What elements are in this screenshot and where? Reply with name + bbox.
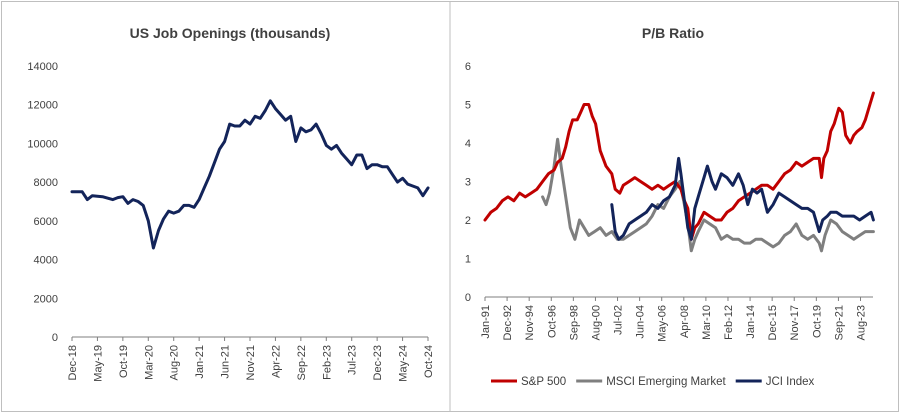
series-line-jci-index bbox=[610, 156, 875, 241]
legend-label-msci-emerging-market: MSCI Emerging Market bbox=[606, 376, 726, 388]
job-openings-x-tick-label: Feb-23 bbox=[321, 345, 333, 380]
pb-ratio-x-tick-label: Aug-00 bbox=[590, 305, 602, 340]
pb-ratio-x-tick-label: Nov-94 bbox=[524, 305, 536, 340]
job-openings-y-tick-label: 6000 bbox=[34, 216, 58, 228]
pb-ratio-chart: P/B Ratio 0 1 2 3 4 5 6 Jan-91 Dec-92 Nov-94 Oct-… bbox=[465, 25, 875, 388]
job-openings-x-tick-label: Oct-19 bbox=[118, 345, 130, 378]
pb-ratio-y-tick-label: 0 bbox=[465, 292, 471, 304]
pb-ratio-x-tick-label: Dec-15 bbox=[767, 305, 779, 340]
pb-ratio-y-tick-label: 1 bbox=[465, 254, 471, 266]
job-openings-x-tick-label: Dec-23 bbox=[372, 345, 384, 380]
pb-ratio-x-tick-label: Sep-21 bbox=[833, 305, 845, 340]
pb-ratio-x-tick-label: Oct-19 bbox=[811, 305, 823, 338]
job-openings-title: US Job Openings (thousands) bbox=[130, 25, 331, 41]
pb-ratio-x-tick-label: Mar-10 bbox=[701, 305, 713, 340]
job-openings-y-tick-label: 2000 bbox=[34, 293, 58, 305]
job-openings-y-tick-label: 10000 bbox=[27, 138, 58, 150]
legend-label-s-p-500: S&P 500 bbox=[521, 376, 566, 388]
job-openings-chart: US Job Openings (thousands) 0 2000 4000 600… bbox=[27, 25, 435, 382]
job-openings-x-tick-label: Jan-21 bbox=[194, 345, 206, 379]
pb-ratio-y-tick-label: 4 bbox=[465, 138, 471, 150]
pb-ratio-x-tick-label: Jan-14 bbox=[745, 305, 757, 339]
pb-ratio-x-tick-label: Oct-96 bbox=[546, 305, 558, 338]
job-openings-x-tick-label: May-19 bbox=[92, 345, 104, 382]
job-openings-x-tick-label: Sep-22 bbox=[296, 345, 308, 380]
pb-ratio-x-tick-label: Jun-04 bbox=[635, 305, 647, 339]
pb-ratio-x-tick-label: Dec-92 bbox=[502, 305, 514, 340]
job-openings-x-tick-label: Jul-23 bbox=[347, 345, 359, 375]
pb-ratio-legend: S&P 500 MSCI Emerging Market JCI Index bbox=[491, 376, 815, 388]
job-openings-series-line bbox=[70, 99, 430, 250]
pb-ratio-y-tick-label: 2 bbox=[465, 215, 471, 227]
pb-ratio-title: P/B Ratio bbox=[642, 25, 704, 41]
pb-ratio-y-tick-label: 3 bbox=[465, 177, 471, 189]
job-openings-y-tick-label: 4000 bbox=[34, 255, 58, 267]
series-line-msci-emerging-market bbox=[541, 137, 875, 253]
pb-ratio-x-tick-label: Nov-17 bbox=[789, 305, 801, 340]
job-openings-x-tick-label: Dec-18 bbox=[67, 345, 79, 380]
job-openings-x-tick-label: Jun-21 bbox=[220, 345, 232, 379]
job-openings-y-tick-label: 14000 bbox=[27, 61, 58, 73]
job-openings-x-tick-label: Nov-21 bbox=[245, 345, 257, 380]
job-openings-y-tick-label: 8000 bbox=[34, 177, 58, 189]
pb-ratio-y-tick-label: 5 bbox=[465, 100, 471, 112]
job-openings-x-tick-label: Mar-20 bbox=[143, 345, 155, 380]
job-openings-x-tick-label: May-24 bbox=[398, 345, 410, 382]
pb-ratio-x-tick-label: Feb-12 bbox=[723, 305, 735, 340]
job-openings-y-tick-label: 0 bbox=[52, 332, 58, 344]
job-openings-x-tick-label: Aug-20 bbox=[169, 345, 181, 380]
job-openings-y-tick-label: 12000 bbox=[27, 100, 58, 112]
job-openings-x-tick-label: Apr-22 bbox=[270, 345, 282, 378]
pb-ratio-y-tick-label: 6 bbox=[465, 61, 471, 73]
pb-ratio-x-tick-label: Aug-23 bbox=[856, 305, 868, 340]
pb-ratio-x-tick-label: Jan-91 bbox=[480, 305, 492, 339]
pb-ratio-x-tick-label: Jul-02 bbox=[613, 305, 625, 335]
pb-ratio-x-tick-label: Apr-08 bbox=[679, 305, 691, 338]
legend-label-jci-index: JCI Index bbox=[766, 376, 815, 388]
pb-ratio-x-tick-label: Sep-98 bbox=[568, 305, 580, 340]
job-openings-x-tick-label: Oct-24 bbox=[423, 345, 435, 378]
pb-ratio-x-tick-label: May-06 bbox=[657, 305, 669, 342]
